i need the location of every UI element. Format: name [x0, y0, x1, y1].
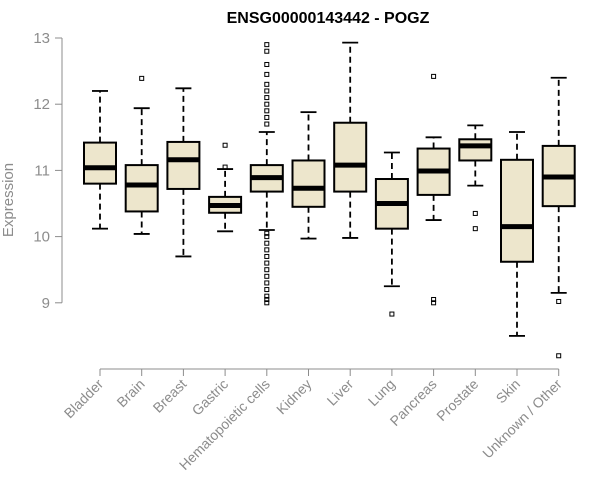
outlier-point	[264, 121, 270, 127]
x-tick-label: Brain	[113, 376, 147, 410]
box-group	[124, 75, 159, 235]
box-group	[83, 90, 117, 230]
box	[500, 158, 534, 263]
y-tick-label: 11	[34, 162, 50, 179]
box-group	[333, 41, 368, 239]
box	[291, 159, 326, 208]
y-tick-label: 12	[33, 96, 50, 113]
outlier-point	[264, 296, 270, 302]
outlier-point	[264, 247, 270, 253]
outlier-point	[264, 95, 270, 101]
outlier-point	[222, 142, 228, 148]
outlier-point	[264, 267, 270, 273]
box	[124, 164, 159, 213]
y-axis: 9 10 11 12 13	[33, 30, 63, 312]
box	[458, 138, 493, 162]
outlier-point	[264, 234, 270, 240]
y-tick-label: 13	[33, 30, 50, 47]
outlier-point	[264, 71, 270, 77]
y-tick-label: 10	[33, 229, 50, 246]
box-group	[458, 124, 493, 232]
x-tick-label: Unknown / Other	[479, 376, 565, 462]
box-group	[291, 111, 326, 240]
box-group	[500, 131, 534, 337]
outlier-point	[264, 240, 270, 246]
outlier-point	[264, 61, 270, 67]
x-tick-label: Prostate	[433, 376, 481, 424]
outlier-point	[139, 75, 145, 81]
outlier-point	[264, 253, 270, 259]
outlier-point	[264, 42, 270, 48]
outlier-point	[264, 108, 270, 114]
outlier-point	[264, 293, 270, 299]
box	[333, 121, 368, 193]
box-group	[166, 87, 201, 258]
y-axis-label: Expression	[0, 163, 17, 237]
x-tick-label: Breast	[150, 376, 190, 416]
outlier-point	[264, 300, 270, 306]
box-series	[83, 41, 576, 359]
chart-title: ENSG00000143442 - POGZ	[227, 10, 430, 27]
box-group	[208, 142, 243, 233]
x-tick-label: Liver	[324, 376, 357, 409]
outlier-point	[264, 287, 270, 293]
outlier-point	[431, 73, 437, 79]
x-tick-label: Bladder	[61, 376, 107, 422]
outlier-point	[431, 296, 437, 302]
outlier-point	[556, 298, 562, 304]
x-tick-label: Kidney	[273, 376, 315, 418]
outlier-point	[264, 101, 270, 107]
outlier-point	[472, 226, 478, 232]
outlier-point	[264, 280, 270, 286]
outlier-point	[472, 210, 478, 216]
outlier-point	[556, 353, 562, 359]
box-group	[541, 76, 576, 359]
x-tick-label: Skin	[493, 376, 524, 407]
outlier-point	[264, 88, 270, 94]
outlier-point	[431, 300, 437, 306]
box-group	[249, 42, 284, 306]
outlier-point	[264, 48, 270, 54]
x-tick-label: Lung	[365, 376, 398, 409]
box	[166, 140, 201, 190]
outlier-point	[389, 311, 395, 317]
box-group	[416, 73, 451, 306]
box-group	[374, 151, 409, 317]
outlier-point	[264, 260, 270, 266]
outlier-point	[222, 164, 228, 170]
outlier-point	[264, 81, 270, 87]
box	[83, 141, 117, 185]
outlier-point	[264, 114, 270, 120]
y-tick-label: 9	[42, 295, 50, 312]
outlier-point	[264, 273, 270, 279]
outlier-point	[264, 230, 270, 236]
